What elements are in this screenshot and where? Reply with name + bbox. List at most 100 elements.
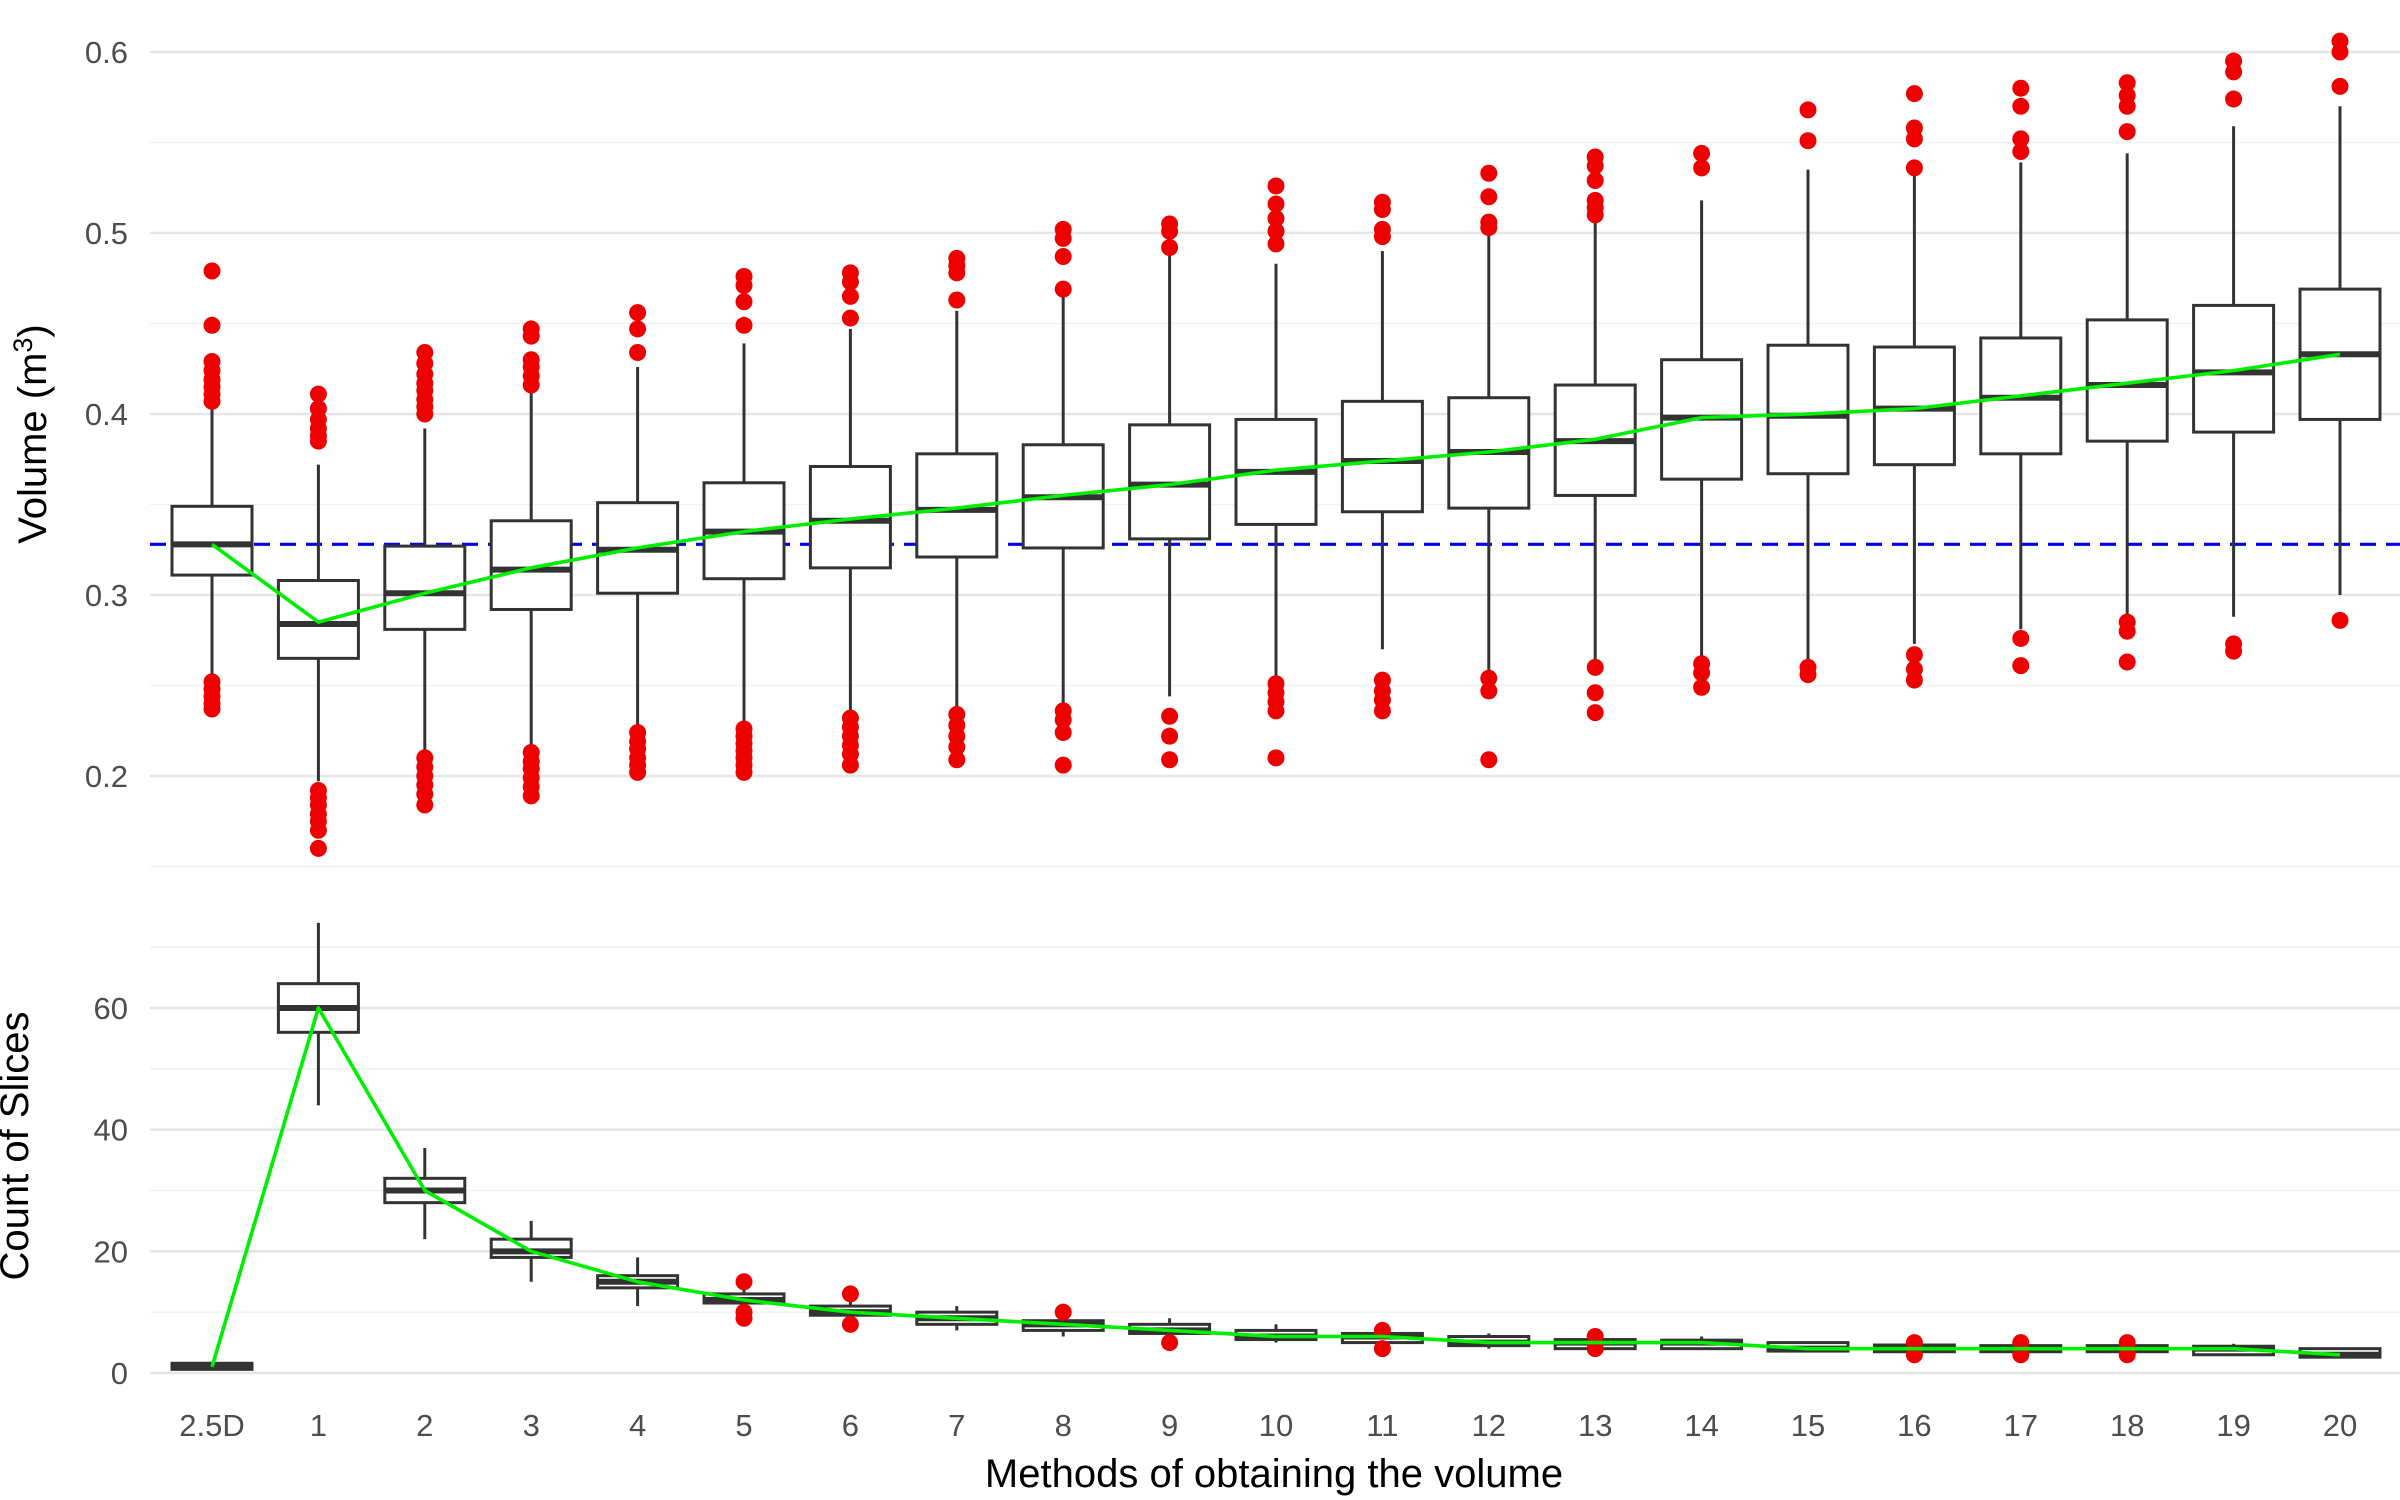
outlier-point [735, 763, 753, 781]
box-2 [383, 343, 467, 814]
outlier-point [309, 385, 327, 403]
outlier-point [1373, 1340, 1391, 1358]
outlier-point [1267, 177, 1285, 195]
box-3 [489, 320, 573, 805]
outlier-point [416, 405, 434, 423]
box-11 [1340, 193, 1424, 720]
x-tick-label: 7 [948, 1408, 965, 1443]
x-tick-label: 3 [523, 1408, 540, 1443]
outlier-point [1799, 132, 1817, 150]
x-tick-label: 5 [735, 1408, 752, 1443]
box-9 [1128, 1318, 1212, 1352]
outlier-point [735, 1273, 753, 1291]
x-tick-label: 1 [310, 1408, 327, 1443]
outlier-point [1586, 684, 1604, 702]
x-tick-label: 16 [1897, 1408, 1931, 1443]
x-tick-label: 2 [416, 1408, 433, 1443]
outlier-point [1161, 1334, 1179, 1352]
outlier-point [629, 763, 647, 781]
outlier-point [1693, 144, 1711, 162]
outlier-point [1373, 228, 1391, 246]
box-4 [596, 304, 680, 781]
outlier-point [735, 276, 753, 294]
outlier-point [522, 327, 540, 345]
outlier-point [735, 293, 753, 311]
outlier-point [1267, 222, 1285, 240]
y-tick-label: 0.5 [85, 216, 128, 251]
outlier-point [1586, 1340, 1604, 1358]
outlier-point [1693, 678, 1711, 696]
outlier-point [1161, 751, 1179, 769]
outlier-point [1480, 682, 1498, 700]
outlier-point [948, 751, 966, 769]
outlier-point [841, 273, 859, 291]
y-tick-label: 0.2 [85, 759, 128, 794]
outlier-point [1373, 702, 1391, 720]
box-iqr [2192, 303, 2276, 434]
x-tick-label: 9 [1161, 1408, 1178, 1443]
box-6 [808, 264, 892, 774]
box-iqr [489, 1237, 573, 1259]
outlier-point [2012, 130, 2030, 148]
outlier-point [1161, 707, 1179, 725]
x-tick-label: 11 [1366, 1408, 1398, 1443]
box-2.5D [170, 262, 254, 718]
outlier-point [309, 839, 327, 857]
outlier-point [735, 1309, 753, 1327]
box-15 [1766, 101, 1850, 684]
outlier-point [2118, 1334, 2136, 1352]
outlier-point [522, 787, 540, 805]
outlier-point [2331, 77, 2349, 95]
outlier-point [1267, 749, 1285, 767]
volume-panel: 0.2 0.3 0.4 0.5 0.6 [85, 32, 2400, 868]
x-tick-label: 15 [1791, 1408, 1825, 1443]
outlier-point [1905, 130, 1923, 148]
outlier-point [2012, 143, 2030, 161]
outlier-point [948, 291, 966, 309]
outlier-point [1161, 222, 1179, 240]
outlier-point [1693, 159, 1711, 177]
x-tick-label: 13 [1578, 1408, 1612, 1443]
outlier-point [1586, 1328, 1604, 1345]
outlier-point [1905, 159, 1923, 177]
outlier-point [1267, 702, 1285, 720]
outlier-point [2012, 629, 2030, 647]
outlier-point [629, 304, 647, 322]
outlier-point [2225, 63, 2243, 81]
x-tick-label: 8 [1055, 1408, 1072, 1443]
box-14 [1660, 144, 1744, 696]
outlier-point [2331, 43, 2349, 61]
box-10 [1234, 177, 1318, 767]
outlier-point [203, 392, 221, 410]
outlier-point [2118, 622, 2136, 640]
outlier-point [841, 1285, 859, 1303]
outlier-point [1586, 206, 1604, 224]
outlier-point [841, 756, 859, 774]
x-tick-label: 19 [2216, 1408, 2250, 1443]
outlier-point [1054, 229, 1072, 247]
box-5 [702, 267, 786, 781]
outlier-point [2225, 90, 2243, 108]
y-axis-title-volume: Volume (m3) [8, 324, 55, 544]
outlier-point [203, 262, 221, 280]
outlier-point [1373, 1321, 1391, 1339]
box-iqr [808, 464, 892, 570]
x-tick-label: 12 [1472, 1408, 1506, 1443]
outlier-point [2012, 1334, 2030, 1352]
outlier-point [1799, 666, 1817, 684]
x-tick-label: 18 [2110, 1408, 2144, 1443]
outlier-point [1693, 664, 1711, 682]
outlier-point [1054, 280, 1072, 298]
outlier-point [2225, 642, 2243, 660]
box-1 [276, 385, 360, 857]
outlier-point [1905, 646, 1923, 664]
outlier-point [1054, 248, 1072, 266]
outlier-point [522, 376, 540, 394]
y-tick-label: 0.6 [85, 35, 128, 70]
x-axis-title: Methods of obtaining the volume [985, 1452, 1563, 1496]
outlier-point [2118, 74, 2136, 92]
y-axis-title-count: Count of Slices [0, 1011, 37, 1280]
x-tick-label: 17 [2004, 1408, 2038, 1443]
outlier-point [203, 316, 221, 334]
outlier-point [1373, 200, 1391, 218]
